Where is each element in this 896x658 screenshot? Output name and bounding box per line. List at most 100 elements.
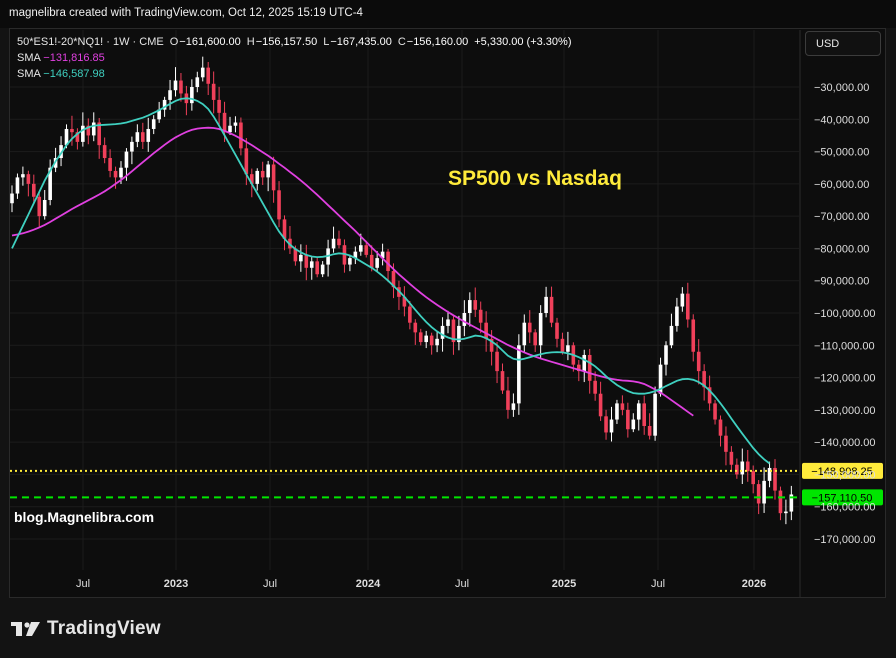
candle-body [604,416,608,433]
candle-body [495,351,499,372]
candle-body [282,219,287,239]
candle-body [211,83,216,100]
candle-body [707,387,712,404]
candle-body [304,254,309,268]
candle-body [675,306,679,326]
y-tick-label: −150,000.00 [814,469,875,481]
candle-body [81,125,85,142]
candle [15,173,20,199]
candle-body [429,335,434,346]
candle [446,310,450,334]
candle-body [179,80,183,94]
candle-body [369,254,374,268]
candle [320,261,325,278]
candle [315,256,319,278]
candle [424,330,428,349]
currency-button[interactable]: USD [805,31,881,56]
candle-body [642,403,646,426]
y-tick-label: −120,000.00 [814,373,875,385]
candle [348,254,352,272]
candle-body [740,461,745,475]
candle [337,230,341,249]
candle [658,357,663,397]
candle-body [506,390,510,410]
candle-body [489,338,494,352]
candle [91,112,96,142]
candle-body [91,122,96,136]
candle [435,331,439,353]
tradingview-logo[interactable]: TradingView [11,618,161,640]
candle-body [560,338,565,352]
candle-body [413,322,418,333]
candle-body [517,345,521,404]
candle [484,311,488,352]
candle-body [364,245,369,255]
candle-body [190,87,194,104]
candle-body [773,467,777,491]
candle [647,413,652,440]
sma-slow-value: −131,816.85 [43,52,105,64]
candle-body [664,345,668,365]
candle [778,486,783,521]
candle [538,305,543,360]
candle [451,315,456,355]
candle-body [745,461,750,472]
candle-body [462,313,467,326]
candle [141,122,145,150]
legend-symbol-line: 50*ES1!-20*NQ1! · 1W · CME O−161,600.00 H−… [17,36,578,48]
candle [462,300,467,337]
y-tick-label: −30,000.00 [814,82,869,94]
candle [130,136,134,165]
candle [555,317,559,348]
candle-body [70,128,74,133]
y-axis: −30,000.00 −40,000.00 −50,000.00 −60,000.00… [814,82,875,546]
candle-body [484,322,488,339]
candle [587,348,592,394]
candle [397,280,401,310]
y-tick-label: −140,000.00 [814,437,875,449]
candle [135,124,140,148]
price-line-label: −148,908.25 [811,466,872,478]
candle-body [315,261,319,275]
y-tick-label: −130,000.00 [814,405,875,417]
candle [195,71,200,93]
candle [211,71,216,114]
candle-body [784,511,788,514]
candle [457,315,461,351]
footer [0,598,896,658]
candle [179,73,183,102]
candle [342,239,347,273]
candle-body [555,322,559,339]
y-tick-label: −70,000.00 [814,211,869,223]
candle-body [168,90,172,100]
candle-body [408,306,412,323]
legend-sma-slow: SMA −131,816.85 [17,52,105,64]
candle [789,485,794,521]
candle [304,244,309,281]
candle-body [598,393,603,417]
candle [299,244,303,272]
candle-body [778,490,783,514]
candle-body [658,364,663,394]
candle-body [173,80,178,91]
candle [696,339,701,385]
candle [724,426,728,466]
y-tick-label: −90,000.00 [814,276,869,288]
legend-symbol-part: −167,435.00 [330,36,392,48]
candle-body [620,403,625,410]
sma-fast-label: SMA [17,68,41,80]
candle-body [538,313,543,346]
candle-body [577,364,581,372]
candle [309,256,314,280]
candle-body [255,170,260,184]
candle [157,101,161,123]
candle-body [342,245,347,265]
legend-symbol-part: −161,600.00 [179,36,241,48]
candle [282,215,287,251]
candle [380,243,385,266]
legend-symbol-part: −156,157.50 [255,36,318,48]
candle-body [468,300,472,313]
candle-body [402,296,407,307]
candle-body [435,338,439,346]
